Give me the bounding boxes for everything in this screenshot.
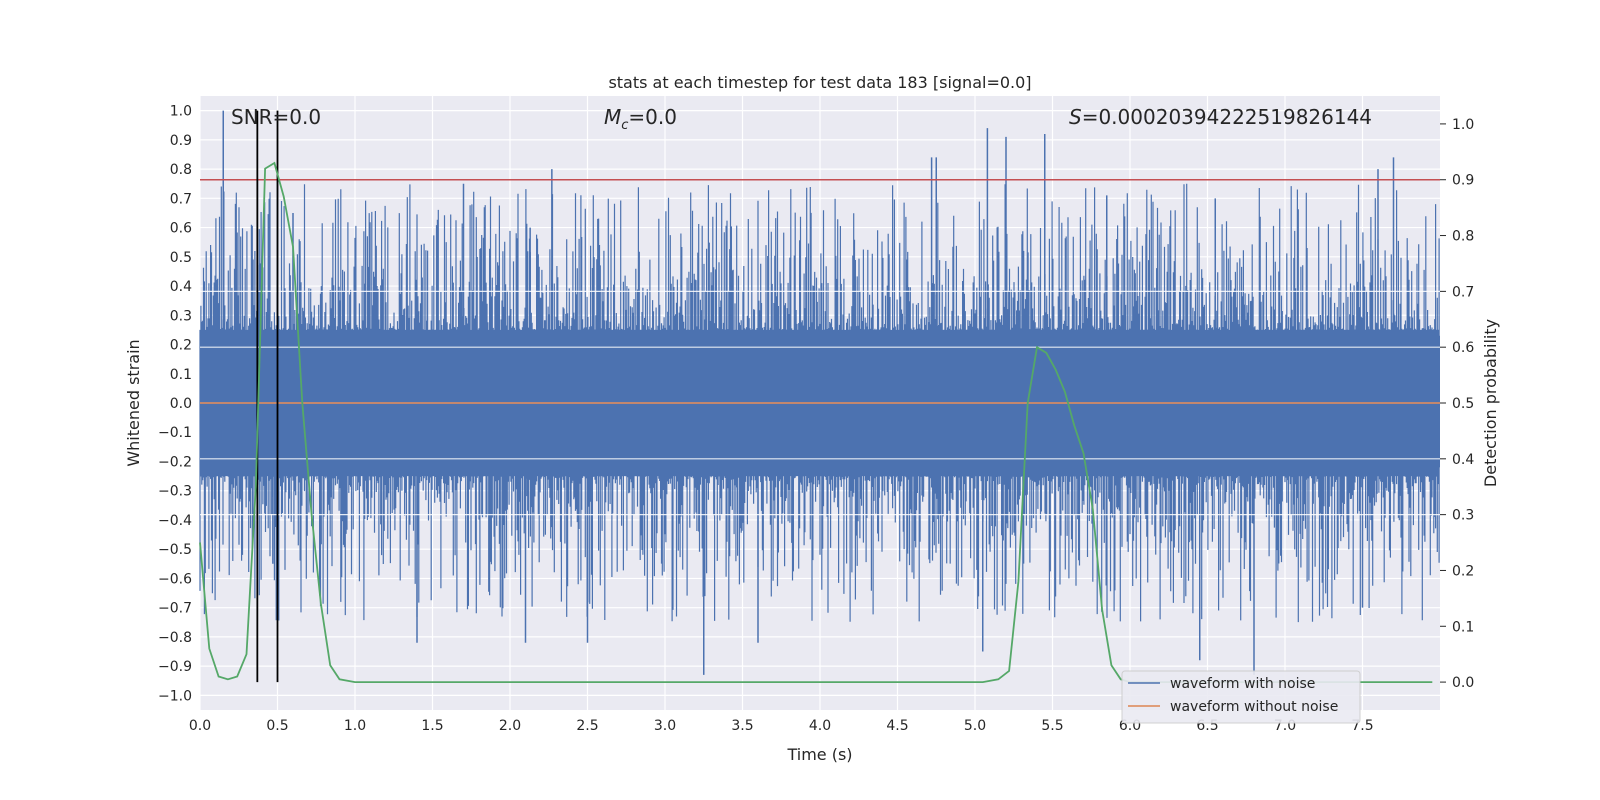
y2-axis-label: Detection probability	[1481, 319, 1500, 487]
noise-core-band	[200, 335, 1440, 468]
lines-layer	[199, 110, 1440, 683]
y2-tick-label: 0.3	[1452, 508, 1474, 524]
x-tick-label: 5.0	[964, 718, 986, 734]
y-tick-label: 0.5	[170, 250, 192, 266]
y-tick-label: −0.3	[158, 484, 192, 500]
y2-tick-label: 1.0	[1452, 117, 1474, 133]
x-tick-label: 1.5	[421, 718, 443, 734]
y2-tick-label: 0.5	[1452, 396, 1474, 412]
x-tick-label: 5.5	[1041, 718, 1063, 734]
y-tick-label: 0.1	[170, 367, 192, 383]
legend: waveform with noise waveform without noi…	[1121, 670, 1361, 724]
y-tick-label: −0.2	[158, 454, 192, 470]
s-value: =0.00020394222519826144	[1082, 105, 1372, 129]
y-tick-label: 0.2	[170, 338, 192, 354]
series-detection-probability	[199, 161, 1433, 683]
chirp-mass-annotation: Mc=0.0	[604, 105, 677, 133]
x-tick-label: 1.0	[344, 718, 366, 734]
score-annotation: S=0.00020394222519826144	[1069, 105, 1372, 129]
y-tick-label: 0.7	[170, 191, 192, 207]
s-symbol: S	[1069, 105, 1082, 129]
y-tick-label: −0.7	[158, 601, 192, 617]
x-tick-label: 3.5	[731, 718, 753, 734]
x-tick-label: 2.0	[499, 718, 521, 734]
y-tick-label: 0.9	[170, 133, 192, 149]
x-axis-label: Time (s)	[786, 745, 852, 764]
y2-tick-label: 0.0	[1452, 675, 1474, 691]
legend-label-without-noise: waveform without noise	[1170, 699, 1338, 715]
mc-symbol: M	[604, 105, 621, 129]
x-tick-label: 0.5	[266, 718, 288, 734]
y2-tick-label: 0.7	[1452, 284, 1474, 300]
y-tick-label: 1.0	[170, 104, 192, 120]
x-tick-label: 4.0	[809, 718, 831, 734]
y2-tick-label: 0.9	[1452, 173, 1474, 189]
x-tick-label: 2.5	[576, 718, 598, 734]
y-tick-label: 0.3	[170, 308, 192, 324]
y-tick-label: 0.4	[170, 279, 192, 295]
y-tick-label: −0.9	[158, 659, 192, 675]
y-tick-label: 0.8	[170, 162, 192, 178]
legend-box	[1121, 670, 1361, 724]
x-tick-label: 4.5	[886, 718, 908, 734]
y2-tick-label: 0.1	[1452, 619, 1474, 635]
y2-tick-label: 0.2	[1452, 563, 1474, 579]
x-tick-label: 0.0	[189, 718, 211, 734]
mc-subscript: c	[621, 118, 628, 133]
y-tick-label: −0.6	[158, 571, 192, 587]
y-axis-label: Whitened strain	[124, 339, 143, 466]
y2-tick-label: 0.4	[1452, 452, 1474, 468]
y-tick-label: −0.1	[158, 425, 192, 441]
y-tick-label: −0.5	[158, 542, 192, 558]
y-tick-label: −0.8	[158, 630, 192, 646]
legend-label-with-noise: waveform with noise	[1170, 676, 1315, 692]
snr-annotation: SNR=0.0	[231, 105, 321, 129]
y2-tick-label: 0.8	[1452, 229, 1474, 245]
chart-title: stats at each timestep for test data 183…	[608, 73, 1031, 92]
mc-value: =0.0	[628, 105, 677, 129]
y2-tick-label: 0.6	[1452, 340, 1474, 356]
noise-series-layer	[199, 110, 1440, 675]
y-tick-label: −1.0	[158, 688, 192, 704]
y-tick-label: 0.0	[170, 396, 192, 412]
x-tick-label: 3.0	[654, 718, 676, 734]
y-tick-label: 0.6	[170, 221, 192, 237]
y-tick-label: −0.4	[158, 513, 192, 529]
ticks-layer: 0.0 0.5 1.0 1.5 2.0 2.5 3.0 3.5 4.0 4.5 5.0 5.5 6.0 6…	[158, 104, 1474, 734]
